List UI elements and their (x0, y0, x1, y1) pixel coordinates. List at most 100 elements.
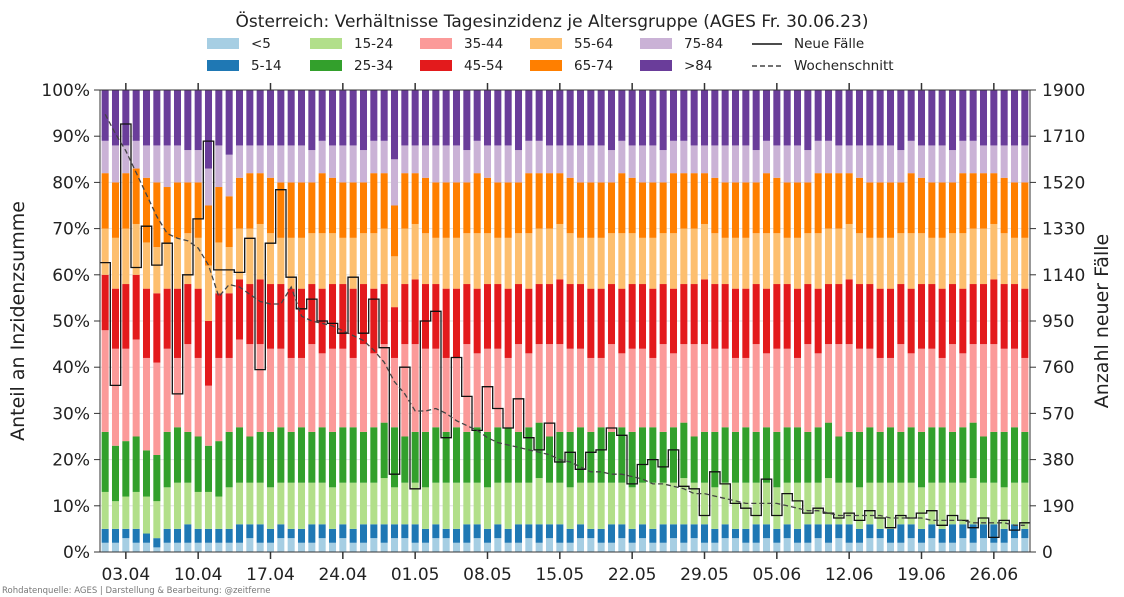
bar-segment (638, 348, 647, 428)
bar-segment (163, 288, 171, 349)
bar-segment (514, 344, 523, 432)
bar-segment (783, 348, 791, 428)
bar-segment (184, 482, 192, 525)
bar-segment (432, 90, 440, 146)
bar-segment (835, 524, 843, 539)
bar-segment (184, 542, 192, 552)
bar-segment (804, 344, 812, 432)
bar-segment (587, 528, 595, 539)
bar-segment (370, 538, 378, 552)
bar-segment (277, 182, 285, 238)
bar-series (101, 90, 1029, 552)
left-tick-label: 40% (52, 358, 90, 378)
bar-segment (773, 177, 781, 234)
bar-segment (318, 353, 326, 428)
bar-segment (855, 528, 864, 543)
bar-stack (194, 90, 202, 552)
legend-swatch (207, 38, 239, 49)
bar-segment (1010, 182, 1019, 238)
bar-segment (845, 524, 853, 543)
bar-segment (1021, 90, 1029, 146)
bar-segment (659, 150, 667, 183)
bar-segment (783, 145, 791, 183)
bar-segment (628, 284, 636, 349)
bar-segment (442, 288, 450, 358)
bar-stack (680, 90, 688, 552)
bar-segment (700, 482, 709, 525)
bar-segment (463, 182, 471, 234)
bar-segment (535, 524, 543, 543)
bar-segment (184, 150, 192, 183)
bar-segment (504, 145, 512, 183)
bar-segment (556, 223, 564, 280)
bar-stack (277, 90, 285, 552)
bar-segment (866, 182, 874, 238)
bar-segment (349, 542, 357, 552)
bar-segment (535, 284, 543, 345)
bar-segment (700, 524, 709, 543)
bar-stack (370, 90, 378, 552)
x-tick-label: 26.06 (969, 565, 1018, 585)
right-tick-label: 190 (1042, 497, 1074, 517)
bar-segment (390, 256, 399, 308)
bar-segment (669, 353, 678, 428)
bar-segment (969, 284, 977, 345)
bar-segment (297, 237, 306, 289)
bar-segment (153, 293, 161, 363)
bar-segment (1000, 177, 1008, 234)
bar-segment (215, 293, 223, 358)
bar-segment (566, 233, 574, 285)
bar-segment (483, 431, 492, 488)
bar-stack (463, 90, 471, 552)
bar-segment (411, 173, 419, 224)
bar-segment (855, 90, 864, 146)
bar-segment (804, 524, 812, 543)
bar-segment (607, 233, 616, 285)
bar-segment (132, 339, 140, 437)
bar-segment (194, 90, 202, 151)
legend-swatch (640, 60, 672, 71)
bar-segment (421, 431, 430, 488)
bar-segment (277, 482, 285, 525)
bar-stack (390, 90, 399, 552)
bar-segment (793, 182, 802, 238)
bar-segment (111, 501, 120, 529)
bar-segment (318, 427, 326, 483)
bar-segment (948, 150, 957, 183)
bar-segment (432, 538, 440, 552)
bar-segment (649, 427, 657, 483)
bar-segment (111, 237, 120, 289)
bar-segment (525, 482, 533, 525)
bar-segment (256, 344, 264, 432)
bar-segment (649, 542, 657, 552)
bar-stack (576, 90, 585, 552)
bar-segment (979, 173, 988, 229)
bar-segment (349, 288, 357, 358)
bar-segment (122, 145, 130, 174)
bar-segment (132, 528, 140, 543)
bar-segment (638, 145, 647, 183)
bar-segment (442, 357, 450, 432)
bar-segment (153, 145, 161, 183)
bar-segment (814, 140, 822, 174)
bar-segment (773, 487, 781, 529)
bar-segment (886, 542, 895, 552)
bar-segment (432, 182, 440, 238)
bar-stack (215, 90, 223, 552)
bar-segment (855, 177, 864, 234)
bar-segment (246, 90, 254, 146)
x-tick-label: 08.05 (463, 565, 512, 585)
bar-segment (649, 90, 657, 146)
bar-segment (721, 482, 729, 525)
bar-segment (308, 284, 316, 345)
bar-segment (328, 431, 337, 488)
bar-segment (308, 344, 316, 432)
bar-segment (225, 431, 233, 488)
bar-segment (979, 284, 988, 345)
bar-segment (814, 538, 822, 552)
bar-segment (194, 542, 202, 552)
bar-segment (339, 145, 347, 183)
bar-segment (959, 233, 967, 289)
bar-segment (1010, 145, 1019, 183)
legend-label: 15-24 (354, 36, 393, 52)
